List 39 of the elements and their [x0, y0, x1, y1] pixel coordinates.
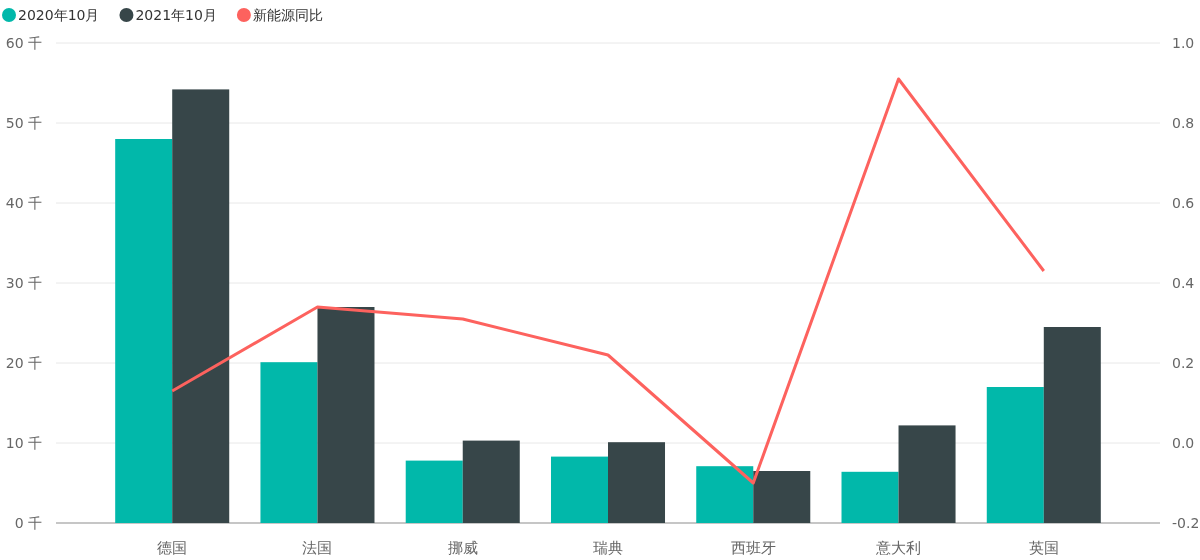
bar — [405, 460, 463, 523]
bar — [986, 387, 1044, 523]
legend-label: 新能源同比 — [252, 7, 323, 23]
bar — [172, 89, 230, 523]
y2-tick-label: 0.0 — [1172, 435, 1195, 451]
y2-tick-label: 0.8 — [1172, 115, 1195, 131]
bar — [608, 442, 666, 523]
y-tick-label: 40 千 — [5, 195, 42, 211]
y-tick-label: 20 千 — [5, 355, 42, 371]
x-tick-label: 意大利 — [875, 539, 922, 557]
x-tick-label: 法国 — [302, 539, 333, 557]
bar — [115, 139, 173, 523]
line-series — [170, 77, 1046, 485]
y2-tick-label: -0.2 — [1172, 515, 1200, 531]
bar — [841, 471, 899, 523]
legend-label: 2021年10月 — [135, 7, 217, 23]
bar — [1043, 327, 1101, 523]
bar — [753, 471, 811, 523]
x-tick-label: 英国 — [1028, 539, 1059, 557]
y-tick-label: 60 千 — [5, 35, 42, 51]
x-tick-label: 西班牙 — [730, 539, 776, 557]
bar — [317, 307, 375, 523]
x-tick-label: 挪威 — [447, 539, 478, 557]
bar — [898, 425, 956, 523]
bar — [260, 362, 318, 523]
bar — [550, 456, 608, 523]
bar — [462, 440, 520, 523]
y-tick-label: 30 千 — [5, 275, 42, 291]
bar — [696, 466, 754, 523]
y-tick-label: 50 千 — [5, 115, 42, 131]
y2-tick-label: 0.4 — [1172, 275, 1195, 291]
y-tick-label: 0 千 — [14, 515, 42, 531]
y2-tick-label: 0.6 — [1172, 195, 1195, 211]
y2-tick-label: 0.2 — [1172, 355, 1195, 371]
x-tick-label: 德国 — [157, 539, 188, 557]
y2-tick-label: 1.0 — [1172, 35, 1195, 51]
legend-label: 2020年10月 — [18, 7, 100, 23]
y-tick-label: 10 千 — [5, 435, 42, 451]
x-tick-label: 瑞典 — [593, 539, 623, 557]
